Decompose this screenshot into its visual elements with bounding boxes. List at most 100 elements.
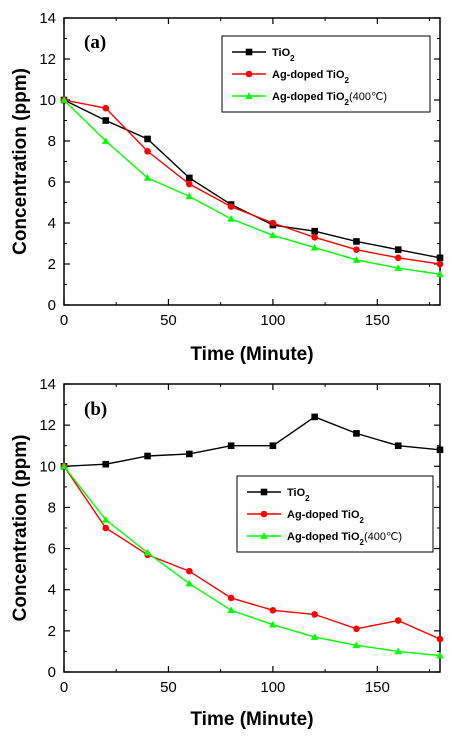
- legend-label: Ag-doped TiO2(400℃): [272, 91, 387, 107]
- data-point-ag: [311, 234, 318, 241]
- y-tick-label: 2: [48, 623, 56, 640]
- y-tick-label: 4: [48, 582, 56, 599]
- data-point-ag400: [60, 96, 68, 103]
- data-point-ag400: [101, 137, 110, 144]
- y-tick-label: 4: [48, 215, 56, 232]
- data-point-ag: [186, 180, 193, 188]
- series-line-ag400: [63, 99, 441, 275]
- x-tick-label: 100: [260, 312, 285, 329]
- data-point-ag: [102, 104, 110, 112]
- data-point-ag400: [352, 256, 361, 263]
- y-tick-label: 12: [39, 417, 56, 434]
- series-line-ag400: [63, 465, 441, 657]
- data-point-tio2: [436, 446, 444, 454]
- legend-marker-tio2: [260, 488, 268, 496]
- y-axis-title: Concentration (ppm): [10, 435, 31, 622]
- legend-marker-ag: [260, 510, 268, 518]
- data-point-tio2: [227, 442, 235, 450]
- y-tick-label: 2: [48, 256, 56, 273]
- data-point-tio2: [353, 238, 360, 245]
- data-point-tio2: [102, 460, 110, 468]
- data-point-ag400: [143, 548, 152, 556]
- data-point-ag400: [227, 606, 235, 614]
- data-point-ag: [102, 524, 110, 532]
- data-point-ag400: [269, 231, 277, 239]
- data-point-tio2: [436, 254, 444, 262]
- x-tick-label: 0: [60, 679, 68, 696]
- data-point-ag400: [394, 647, 403, 655]
- x-tick-label: 50: [160, 312, 177, 329]
- panel-label: (a): [84, 32, 106, 53]
- data-point-ag400: [143, 174, 152, 181]
- series-line-tio2: [63, 416, 441, 467]
- x-tick-label: 150: [365, 312, 390, 329]
- data-point-ag: [394, 617, 402, 624]
- data-point-ag: [436, 260, 444, 268]
- data-point-ag400: [185, 579, 194, 587]
- legend: TiO2 Ag-doped TiO2 Ag-doped TiO2(400℃): [221, 35, 431, 113]
- data-point-ag400: [394, 264, 403, 271]
- panel-label: (b): [84, 399, 107, 420]
- data-point-ag: [269, 606, 277, 614]
- data-point-ag400: [352, 641, 361, 649]
- x-tick-label: 100: [260, 679, 285, 696]
- data-point-ag400: [101, 515, 110, 523]
- panel-b-chart: 0 50 100 150 0 2 4 6 8 10 12 14 Time (Minute) Concent…: [10, 376, 444, 730]
- data-point-tio2: [311, 227, 318, 235]
- data-point-tio2: [311, 413, 318, 421]
- y-tick-label: 8: [48, 499, 56, 516]
- legend-marker-tio2: [245, 48, 253, 56]
- data-point-ag: [144, 147, 151, 155]
- x-tick-label: 50: [160, 679, 177, 696]
- data-point-ag400: [227, 215, 235, 222]
- data-point-ag: [353, 246, 360, 253]
- y-axis-title: Concentration (ppm): [10, 68, 31, 255]
- data-point-ag: [353, 625, 360, 633]
- data-point-ag: [394, 254, 402, 262]
- y-tick-label: 0: [48, 297, 56, 314]
- data-point-ag400: [310, 633, 319, 640]
- y-tick-label: 0: [48, 664, 56, 681]
- data-point-tio2: [186, 450, 193, 458]
- panel-a-chart: 0 50 100 150 0 2 4 6 8 10 12 14 Time (Minute) Concent…: [10, 10, 444, 365]
- data-point-tio2: [394, 442, 402, 450]
- data-point-ag: [186, 567, 193, 575]
- x-tick-label: 0: [60, 312, 68, 329]
- legend-label: Ag-doped TiO2: [272, 69, 350, 85]
- data-point-ag: [227, 594, 235, 602]
- legend-marker-ag400: [260, 532, 268, 539]
- series-line-ag: [63, 99, 441, 265]
- legend-marker-ag: [245, 70, 253, 78]
- data-point-tio2: [394, 246, 402, 253]
- data-point-ag400: [310, 243, 319, 251]
- y-tick-label: 6: [48, 541, 56, 558]
- series-line-ag: [63, 465, 441, 640]
- legend-marker-ag400: [245, 92, 253, 99]
- y-tick-label: 6: [48, 174, 56, 191]
- legend-label: Ag-doped TiO2(400℃): [287, 531, 402, 547]
- y-tick-label: 14: [39, 376, 56, 393]
- legend-label: Ag-doped TiO2: [287, 509, 365, 525]
- data-point-ag400: [436, 270, 444, 278]
- data-point-ag: [227, 203, 235, 210]
- y-tick-label: 12: [39, 51, 56, 68]
- x-axis-title: Time (Minute): [190, 344, 313, 365]
- data-point-tio2: [144, 135, 151, 143]
- y-tick-label: 8: [48, 133, 56, 150]
- x-axis-title: Time (Minute): [190, 709, 313, 730]
- data-point-ag: [311, 611, 318, 618]
- data-point-tio2: [269, 442, 277, 450]
- y-tick-label: 10: [39, 92, 56, 109]
- data-point-ag400: [185, 192, 194, 200]
- legend-label: TiO2: [287, 487, 310, 503]
- data-point-ag400: [436, 651, 444, 659]
- data-point-tio2: [186, 174, 193, 182]
- legend-label: TiO2: [272, 47, 295, 63]
- y-tick-label: 14: [39, 10, 56, 27]
- x-tick-label: 150: [365, 679, 390, 696]
- data-point-tio2: [144, 452, 151, 460]
- data-point-tio2: [102, 117, 110, 124]
- data-point-ag400: [269, 620, 277, 628]
- data-point-ag400: [60, 462, 68, 470]
